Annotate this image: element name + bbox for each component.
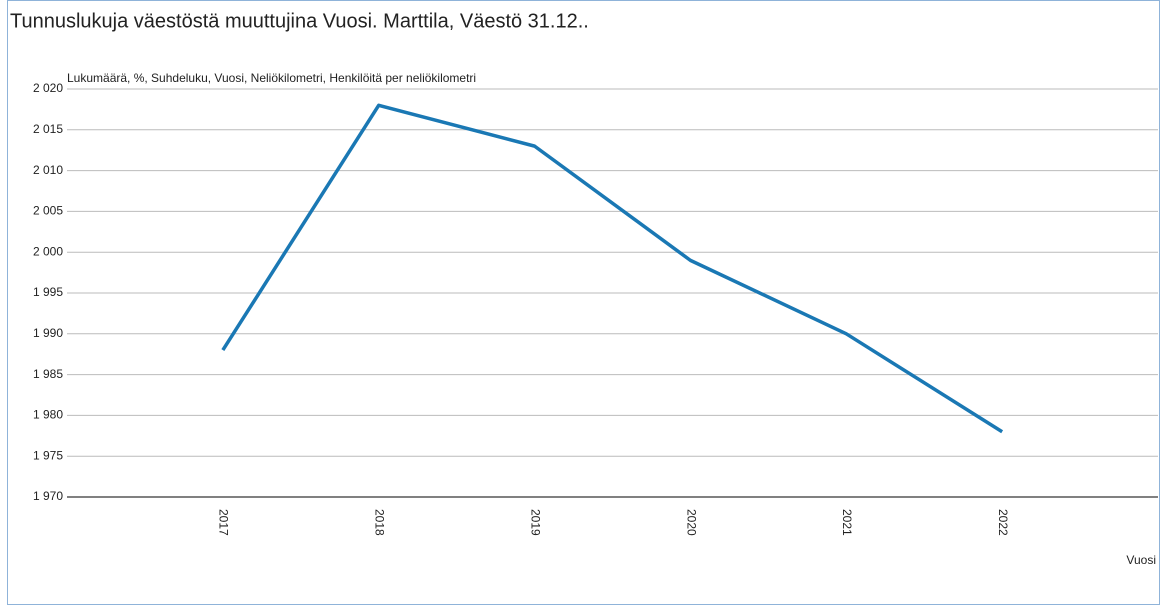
x-tick-label: 2020 <box>684 509 698 536</box>
x-axis-label: Vuosi <box>1126 553 1156 567</box>
x-tick-label: 2018 <box>373 509 387 536</box>
y-tick-label: 1 970 <box>33 489 63 503</box>
y-tick-label: 2 015 <box>33 122 63 136</box>
y-tick-label: 1 975 <box>33 448 63 462</box>
x-tick-label: 2017 <box>217 509 231 536</box>
x-tick-label: 2019 <box>528 509 542 536</box>
y-tick-label: 1 995 <box>33 285 63 299</box>
x-tick-label: 2022 <box>996 509 1010 536</box>
frame <box>7 0 1160 605</box>
x-tick-label: 2021 <box>840 509 854 536</box>
y-tick-label: 2 000 <box>33 244 63 258</box>
y-tick-label: 2 010 <box>33 163 63 177</box>
y-tick-label: 2 020 <box>33 81 63 95</box>
y-tick-label: 2 005 <box>33 204 63 218</box>
y-tick-label: 1 985 <box>33 367 63 381</box>
chart-title: Tunnuslukuja väestöstä muuttujina Vuosi.… <box>10 10 589 32</box>
y-tick-label: 1 980 <box>33 408 63 422</box>
line <box>221 103 1004 434</box>
y-axis-label: Lukumäärä, %, Suhdeluku, Vuosi, Neliökil… <box>67 71 476 85</box>
y-tick-label: 1 990 <box>33 326 63 340</box>
